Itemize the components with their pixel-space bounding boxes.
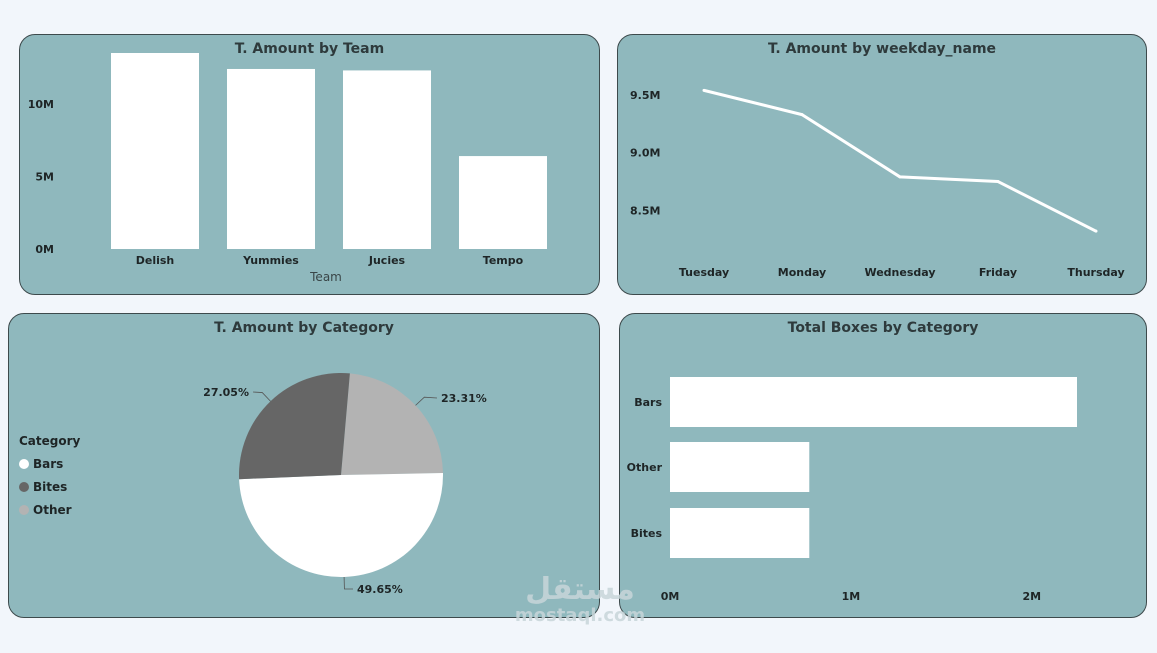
x-tick-label: Tempo (483, 254, 524, 267)
legend-item-bars[interactable]: Bars (19, 452, 80, 475)
x-axis-title: Team (309, 270, 342, 284)
weekday-chart-title: T. Amount by weekday_name (767, 41, 997, 57)
line-point-wednesday (898, 175, 902, 179)
pie-legend: Category Bars Bites Other (19, 434, 80, 521)
bar-bars (670, 377, 1077, 427)
legend-item-bites[interactable]: Bites (19, 475, 80, 498)
y-tick-label: 8.5M (630, 204, 660, 217)
y-tick-label: Bars (634, 396, 662, 409)
bar-delish (111, 53, 199, 249)
line-point-friday (996, 180, 1000, 184)
bar-yummies (227, 68, 315, 249)
watermark-url: mostaql.com (514, 605, 646, 626)
legend-swatch-bites (19, 481, 29, 492)
y-tick-label: 9.5M (630, 89, 660, 102)
team-bar-chart: 0M 5M 10M Delish Yummies Jucies Tempo Team (28, 53, 547, 284)
x-tick-label: Monday (778, 266, 826, 279)
category-pie-chart: 23.31% 49.65% 27.05% (203, 373, 487, 596)
pie-data-label: 23.31% (441, 392, 487, 405)
x-tick-label: 1M (842, 590, 861, 603)
y-tick-label: 9.0M (630, 147, 660, 160)
pie-legend-title: Category (19, 434, 81, 448)
legend-label-bars: Bars (33, 456, 64, 471)
legend-label-bites: Bites (33, 479, 68, 494)
weekday-line-chart-panel: T. Amount by weekday_name 8.5M 9.0M 9.5M Tu… (617, 34, 1147, 295)
category-pie-chart-panel: T. Amount by Category Category Bars Bite… (8, 313, 600, 618)
y-tick-label: Other (627, 461, 663, 474)
pie-data-label: 27.05% (203, 386, 249, 399)
series-line (703, 88, 1097, 233)
boxes-bar-chart: Bars Other Bites 0M 1M 2M (627, 377, 1077, 603)
bar-bites (670, 508, 810, 558)
x-tick-label: 0M (661, 590, 680, 603)
pie-leader-line (343, 576, 354, 590)
x-tick-label: Jucies (368, 254, 406, 267)
bar-jucies (343, 70, 431, 249)
x-tick-label: Friday (979, 266, 1017, 279)
y-tick-label: Bites (631, 527, 663, 540)
legend-label-other: Other (33, 502, 72, 517)
x-tick-label: Wednesday (864, 266, 935, 279)
team-chart-title: T. Amount by Team (234, 41, 385, 57)
pie-data-label: 49.65% (357, 583, 403, 596)
pie-slice-other (341, 373, 443, 475)
watermark: مستقل mostaql.com (505, 574, 655, 626)
legend-item-other[interactable]: Other (19, 498, 80, 521)
pie-slice-bites (238, 373, 350, 480)
legend-swatch-other (19, 504, 29, 515)
weekday-line-chart: 8.5M 9.0M 9.5M Tuesday Monday Wednesday Friday… (630, 88, 1125, 279)
boxes-chart-title: Total Boxes by Category (787, 320, 979, 336)
y-tick-label: 5M (35, 170, 54, 183)
y-tick-label: 10M (28, 98, 54, 111)
legend-swatch-bars (19, 458, 29, 469)
x-tick-label: 2M (1022, 590, 1041, 603)
category-pie-title: T. Amount by Category (214, 320, 394, 336)
line-point-monday (800, 113, 804, 117)
watermark-logo: مستقل (525, 572, 635, 607)
bar-other (670, 442, 810, 492)
boxes-bar-chart-panel: Total Boxes by Category Bars Other Bites 0M… (619, 313, 1147, 618)
x-tick-label: Yummies (242, 254, 299, 267)
pie-slice-bars (239, 473, 444, 578)
pie-leader-line (415, 396, 438, 406)
pie-leader-line (252, 391, 271, 402)
line-point-thursday (1094, 229, 1098, 233)
y-tick-label: 0M (35, 243, 54, 256)
x-tick-label: Delish (136, 254, 175, 267)
bar-tempo (459, 156, 547, 249)
team-bar-chart-panel: T. Amount by Team 0M 5M 10M Delish Yummies Ju… (19, 34, 600, 295)
x-tick-label: Tuesday (679, 266, 729, 279)
x-tick-label: Thursday (1067, 266, 1124, 279)
line-point-tuesday (702, 88, 706, 92)
